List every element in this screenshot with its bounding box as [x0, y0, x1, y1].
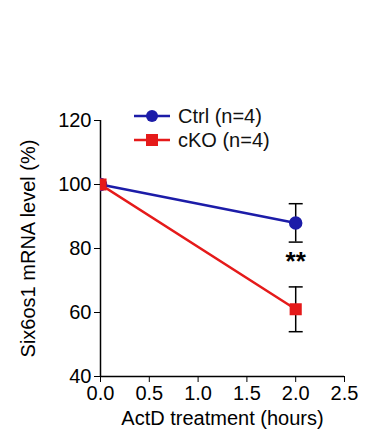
svg-text:60: 60	[69, 301, 91, 323]
svg-text:1.5: 1.5	[233, 382, 261, 404]
svg-text:2.5: 2.5	[331, 382, 359, 404]
svg-text:100: 100	[58, 173, 91, 195]
html-text:cKO (n=4): cKO (n=4)	[178, 129, 270, 151]
svg-text:0.5: 0.5	[135, 382, 163, 404]
svg-text:120: 120	[58, 109, 91, 131]
svg-text:80: 80	[69, 237, 91, 259]
svg-text:ActD treatment (hours): ActD treatment (hours)	[121, 407, 323, 429]
svg-text:**: **	[286, 246, 307, 276]
svg-text:40: 40	[69, 364, 92, 387]
svg-text:1.0: 1.0	[184, 382, 212, 404]
html-text:Ctrl (n=4): Ctrl (n=4)	[178, 105, 262, 127]
svg-text:Six6os1 mRNA level (%): Six6os1 mRNA level (%)	[17, 140, 39, 358]
svg-text:0.0: 0.0	[87, 382, 115, 404]
svg-text:2.0: 2.0	[282, 382, 310, 404]
